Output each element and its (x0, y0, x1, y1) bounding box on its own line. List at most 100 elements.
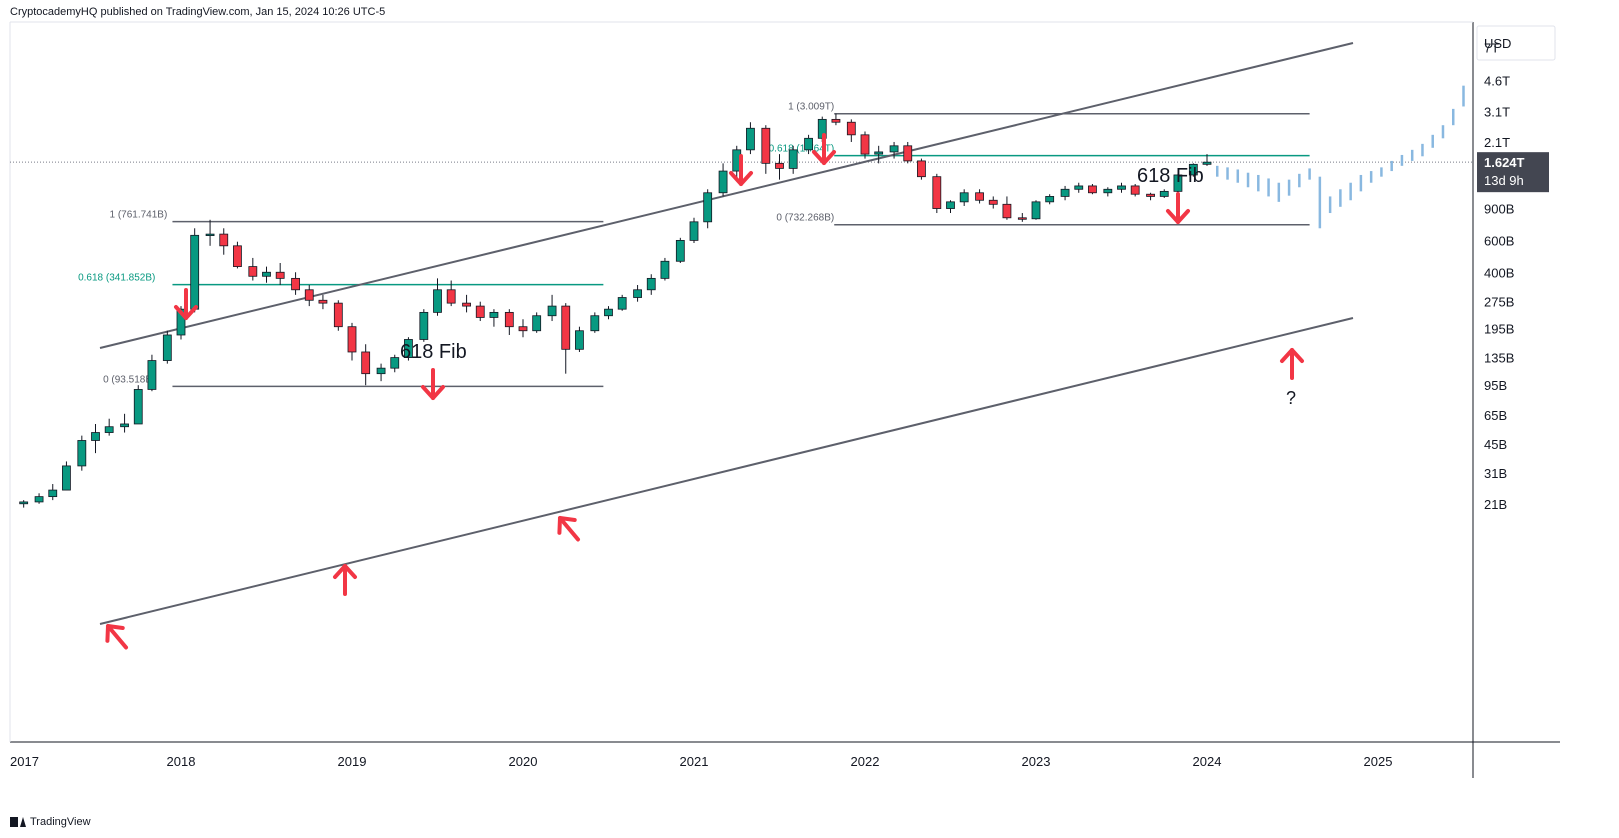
projection-bars (1216, 85, 1465, 229)
chart-frame (9, 21, 1560, 778)
red-arrow-diagonal-icon (557, 516, 580, 542)
y-tick-label: 65B (1484, 408, 1507, 423)
red-arrow-down-icon (421, 368, 445, 400)
arrow-head (1166, 209, 1190, 224)
red-arrow-up-icon (333, 564, 357, 596)
y-tick-label: 45B (1484, 437, 1507, 452)
candle-body (333, 302, 343, 328)
arrow-head (333, 564, 357, 579)
candle-body (575, 330, 584, 350)
candle-body (446, 289, 456, 304)
candle-body (91, 432, 100, 441)
candle-body (248, 266, 258, 277)
candle-body (675, 239, 685, 262)
y-tick-label: 2.1T (1484, 135, 1510, 150)
axes: 2017 2018 2019 2020 2021 2022 2023 2024 2025 7T 4.… (10, 25, 1556, 769)
candle-body (932, 176, 942, 209)
candle-body (77, 440, 87, 467)
arrow-shaft (106, 624, 128, 650)
y-tick-label: 21B (1484, 497, 1507, 512)
candle-body (19, 501, 29, 505)
candle-body (34, 496, 44, 503)
candle-body (219, 233, 229, 247)
fib-level-label: 0 (732.268B) (776, 213, 834, 224)
candle-body (532, 315, 542, 332)
annotation-618-fib-label: 618 Fib (1137, 165, 1204, 187)
y-tick-label: 900B (1484, 202, 1514, 217)
candle-body (1188, 163, 1198, 176)
candle-body (761, 127, 771, 164)
candle-body (1159, 190, 1169, 197)
fib-level-label: 0.618 (1.764T) (769, 144, 835, 155)
candle-body (361, 351, 371, 375)
red-arrow-down-icon (174, 288, 198, 320)
candle-body (604, 308, 613, 317)
y-tick-label: 135B (1484, 351, 1514, 366)
channel-lower-line (99, 317, 1354, 625)
candle-body (646, 277, 656, 291)
arrow-head (557, 516, 577, 535)
candle-body (462, 302, 471, 307)
candle-body (504, 311, 514, 328)
candle-body (889, 145, 899, 153)
current-price-badge (1477, 152, 1549, 193)
x-tick-label: 2017 (10, 754, 39, 769)
y-tick-label: 400B (1484, 265, 1514, 280)
candle-body (1088, 185, 1097, 194)
arrow-head (1280, 348, 1304, 363)
candle-body (1173, 174, 1183, 192)
fib-level-label: 1 (761.741B) (109, 210, 167, 221)
candle-body (433, 289, 442, 313)
x-tick-label: 2024 (1193, 754, 1222, 769)
candle-body (133, 389, 143, 425)
annotation-question-mark: ? (1286, 388, 1296, 408)
candle-body (275, 271, 285, 279)
red-arrow-up-icon (1280, 348, 1304, 380)
candle-body (718, 170, 728, 194)
candle-body (788, 149, 798, 169)
candle-body (1031, 201, 1041, 220)
candle-body (404, 339, 413, 358)
annotations: 618 Fib 618 Fib? (105, 133, 1304, 650)
candle-body (347, 326, 357, 353)
candle-body (860, 134, 870, 155)
trend-channel (99, 42, 1354, 625)
candle-body (617, 297, 627, 310)
candle-body (1146, 193, 1155, 197)
candle-body (561, 305, 571, 350)
candle-body (917, 160, 926, 178)
candle-body (475, 305, 485, 318)
fib-level-label: 0.618 (341.852B) (78, 273, 155, 284)
current-price-label: 1.624T (1484, 155, 1525, 170)
brand-name: TradingView (30, 816, 91, 828)
y-tick-label: 4.6T (1484, 73, 1510, 88)
candle-body (975, 192, 984, 201)
candle-body (205, 233, 215, 237)
candle-body (62, 465, 71, 491)
candle-body (162, 334, 172, 361)
candle-body (1060, 188, 1070, 197)
y-tick-label: 31B (1484, 466, 1507, 481)
candle-body (775, 162, 784, 169)
candle-body (48, 489, 58, 498)
x-tick-label: 2019 (338, 754, 367, 769)
countdown-label: 13d 9h (1484, 173, 1524, 188)
candle-body (176, 308, 186, 336)
candle-body (746, 127, 755, 151)
candle-body (489, 311, 499, 318)
x-tick-label: 2020 (509, 754, 538, 769)
candle-body (1117, 185, 1126, 190)
red-arrow-diagonal-icon (105, 624, 128, 650)
candle-body (419, 311, 429, 340)
candles (19, 113, 1212, 508)
candle-body (660, 260, 670, 279)
x-tick-label: 2021 (680, 754, 709, 769)
y-tick-label: 7T (1484, 40, 1499, 55)
y-tick-label: 195B (1484, 322, 1514, 337)
candle-body (518, 326, 528, 332)
annotation-618-fib-label: 618 Fib (400, 341, 467, 363)
currency-box (1476, 25, 1556, 61)
candle-body (988, 199, 998, 205)
candle-body (703, 192, 713, 223)
